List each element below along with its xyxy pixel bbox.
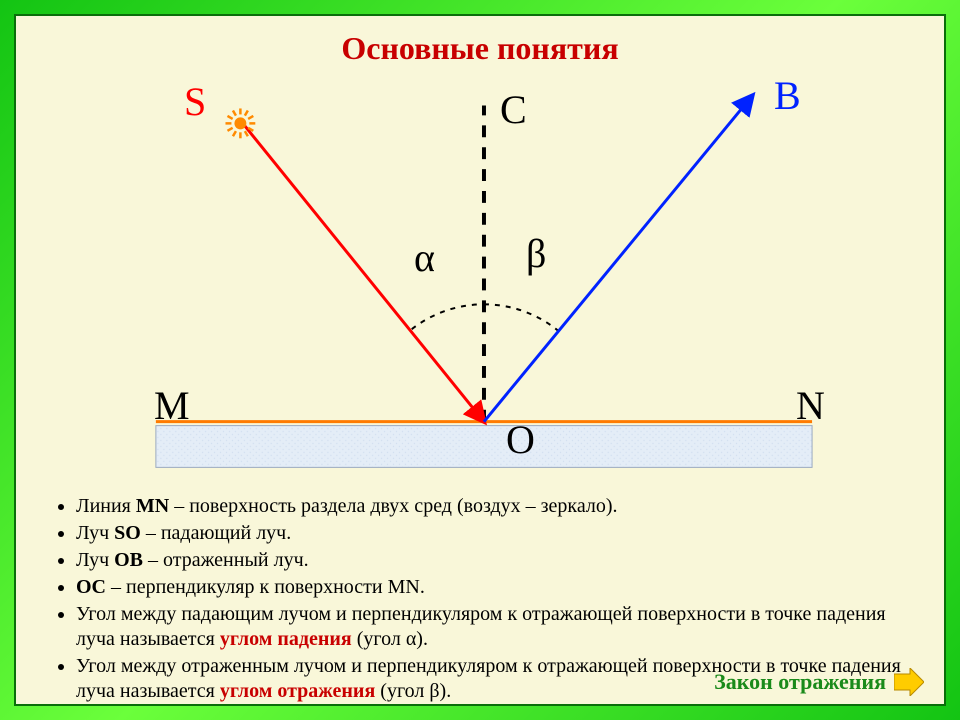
arrow-right-icon xyxy=(894,668,924,696)
reflected-ray-ob xyxy=(484,96,752,422)
definition-item: Луч OB – отраженный луч. xyxy=(76,548,914,573)
definition-item: Линия MN – поверхность раздела двух сред… xyxy=(76,494,914,519)
label-s: S xyxy=(184,78,206,125)
slide-panel: Основные понятия xyxy=(14,14,946,706)
slide-frame: Основные понятия xyxy=(0,0,960,720)
label-c: C xyxy=(500,86,527,133)
angle-arc-beta xyxy=(484,304,559,331)
angle-arc-alpha xyxy=(412,304,484,329)
label-n: N xyxy=(796,382,825,429)
next-slide-button[interactable]: Закон отражения xyxy=(714,668,924,696)
label-alpha: α xyxy=(414,234,435,281)
label-o: O xyxy=(506,416,535,463)
definition-item: OC – перпендикуляр к поверхности MN. xyxy=(76,575,914,600)
label-b: B xyxy=(774,72,801,119)
incident-ray-so xyxy=(240,120,484,421)
mirror-slab xyxy=(156,426,812,468)
label-beta: β xyxy=(526,230,546,277)
next-slide-label: Закон отражения xyxy=(714,669,886,695)
definition-item: Луч SO – падающий луч. xyxy=(76,521,914,546)
label-m: M xyxy=(154,382,190,429)
definition-item: Угол между падающим лучом и перпендикуля… xyxy=(76,602,914,652)
